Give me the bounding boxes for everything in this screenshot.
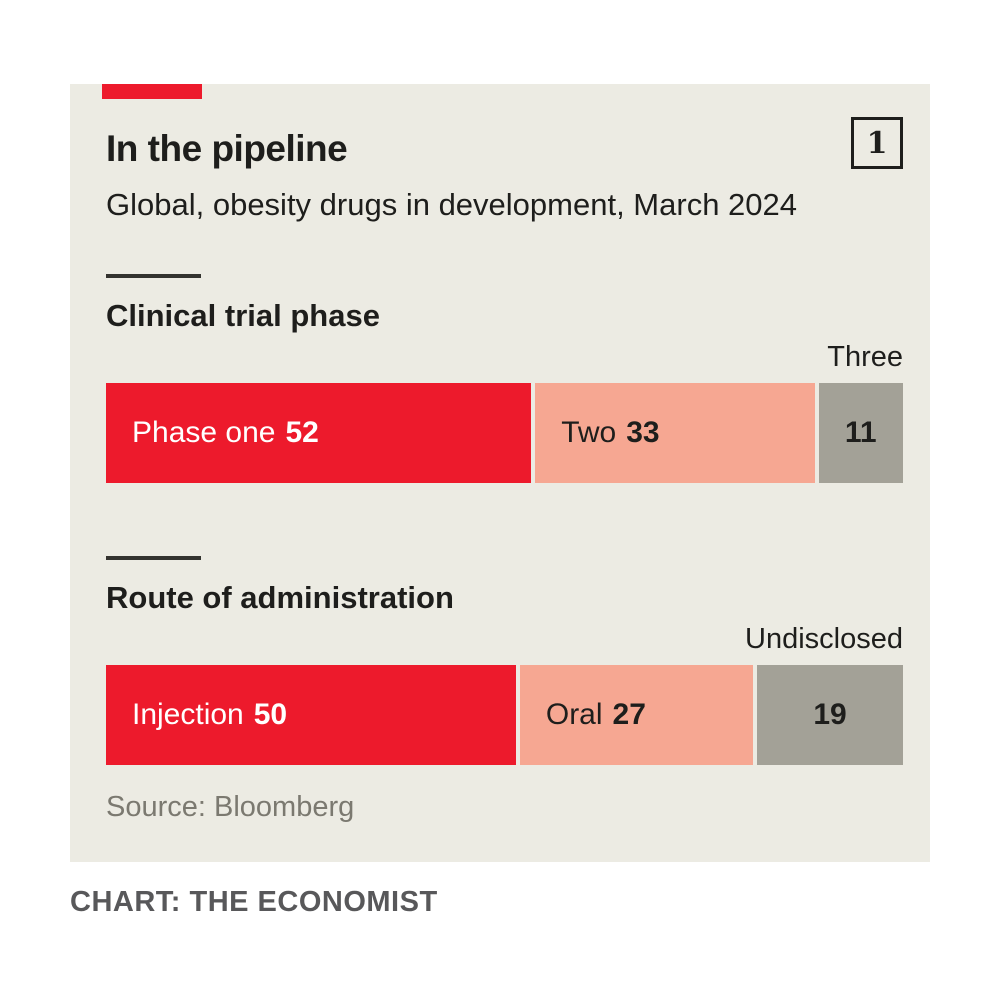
chart-subtitle: Global, obesity drugs in development, Ma… [106,187,798,222]
accent-tab [102,84,202,99]
bar-segment-phase-two: Two 33 [535,383,815,483]
bar-segment-undisclosed: 19 [757,665,903,765]
segment-value: 50 [253,698,288,731]
section-label: Route of administration [106,580,454,615]
bar-segment-phase-one: Phase one 52 [106,383,532,483]
section-route-of-administration: Route of administration Undisclosed Inje… [106,556,903,765]
bar-segment-phase-three: 11 [818,383,903,483]
segment-label: Oral [545,698,603,731]
segment-label: Injection [132,698,244,731]
section-clinical-trial-phase: Clinical trial phase Three Phase one 52 T… [106,274,903,483]
segment-label-above-bar: Three [827,341,903,373]
segment-text: 19 [813,698,846,732]
figure-number: 1 [866,125,888,161]
bar-segment-injection: Injection 50 [106,665,516,765]
section-tick [106,556,201,560]
chart-title: In the pipeline [106,128,348,169]
segment-value: 11 [844,416,877,449]
segment-label: Two [561,416,617,449]
segment-value: 19 [813,698,847,731]
section-tick [106,274,201,278]
segment-value: 52 [285,416,319,449]
bar-segment-oral: Oral 27 [519,665,754,765]
segment-text: Injection 50 [132,698,287,732]
segment-label: Phase one [132,416,276,449]
segment-value: 27 [612,698,646,731]
segment-text: Two 33 [561,416,659,450]
source-note: Source: Bloomberg [106,791,355,823]
segment-text: 11 [845,416,877,450]
segment-value: 33 [626,416,660,449]
stacked-bar-route-of-administration: Injection 50 Oral 27 19 [106,665,903,765]
chart-card: 1 In the pipeline Global, obesity drugs … [70,84,930,862]
segment-label-above-bar: Undisclosed [745,623,903,655]
chart-credit: CHART: THE ECONOMIST [70,886,438,918]
stacked-bar-clinical-trial-phase: Phase one 52 Two 33 11 [106,383,903,483]
segment-text: Oral 27 [546,698,646,732]
section-label: Clinical trial phase [106,298,380,333]
segment-text: Phase one 52 [132,416,319,450]
figure-number-badge: 1 [851,117,903,169]
